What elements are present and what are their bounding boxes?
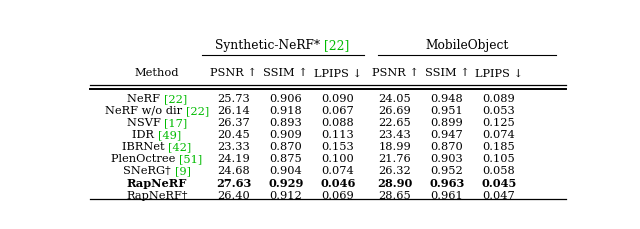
Text: 0.952: 0.952 <box>431 166 463 176</box>
Text: 23.43: 23.43 <box>379 130 412 140</box>
Text: 27.63: 27.63 <box>216 178 252 189</box>
Text: 0.105: 0.105 <box>483 154 515 164</box>
Text: SSIM ↑: SSIM ↑ <box>425 68 469 78</box>
Text: NSVF: NSVF <box>127 118 164 128</box>
Text: 0.053: 0.053 <box>483 106 515 116</box>
Text: 0.918: 0.918 <box>269 106 302 116</box>
Text: 23.33: 23.33 <box>218 142 250 152</box>
Text: 0.067: 0.067 <box>321 106 355 116</box>
Text: IBRNet: IBRNet <box>122 142 168 152</box>
Text: [22]: [22] <box>324 39 349 52</box>
Text: Method: Method <box>134 68 179 78</box>
Text: 0.929: 0.929 <box>268 178 303 189</box>
Text: Synthetic-NeRF*: Synthetic-NeRF* <box>216 39 324 52</box>
Text: MobileObject: MobileObject <box>425 39 509 52</box>
Text: PSNR ↑: PSNR ↑ <box>211 68 257 78</box>
Text: 0.090: 0.090 <box>321 94 355 104</box>
Text: 26.37: 26.37 <box>218 118 250 128</box>
Text: 20.45: 20.45 <box>218 130 250 140</box>
Text: 0.100: 0.100 <box>321 154 355 164</box>
Text: LPIPS ↓: LPIPS ↓ <box>475 68 523 78</box>
Text: [17]: [17] <box>164 118 188 128</box>
Text: LPIPS ↓: LPIPS ↓ <box>314 68 362 78</box>
Text: RapNeRF: RapNeRF <box>127 178 187 189</box>
Text: PSNR ↑: PSNR ↑ <box>372 68 419 78</box>
Text: 0.909: 0.909 <box>269 130 302 140</box>
Text: [22]: [22] <box>164 94 187 104</box>
Text: 0.113: 0.113 <box>321 130 355 140</box>
Text: [9]: [9] <box>175 166 191 176</box>
Text: 0.904: 0.904 <box>269 166 302 176</box>
Text: 18.99: 18.99 <box>379 142 412 152</box>
Text: 0.185: 0.185 <box>483 142 515 152</box>
Text: 24.68: 24.68 <box>218 166 250 176</box>
Text: 28.65: 28.65 <box>379 191 412 201</box>
Text: 21.76: 21.76 <box>379 154 412 164</box>
Text: PlenOctree: PlenOctree <box>111 154 179 164</box>
Text: IDR: IDR <box>132 130 158 140</box>
Text: 0.912: 0.912 <box>269 191 302 201</box>
Text: 0.125: 0.125 <box>483 118 515 128</box>
Text: 0.046: 0.046 <box>320 178 356 189</box>
Text: [42]: [42] <box>168 142 191 152</box>
Text: 28.90: 28.90 <box>377 178 413 189</box>
Text: 24.05: 24.05 <box>379 94 412 104</box>
Text: 0.899: 0.899 <box>431 118 463 128</box>
Text: 0.963: 0.963 <box>429 178 465 189</box>
Text: 26.14: 26.14 <box>218 106 250 116</box>
Text: 0.074: 0.074 <box>483 130 515 140</box>
Text: 0.088: 0.088 <box>321 118 355 128</box>
Text: 0.948: 0.948 <box>431 94 463 104</box>
Text: 0.903: 0.903 <box>431 154 463 164</box>
Text: 26.40: 26.40 <box>218 191 250 201</box>
Text: 22.65: 22.65 <box>379 118 412 128</box>
Text: 0.870: 0.870 <box>431 142 463 152</box>
Text: 25.73: 25.73 <box>218 94 250 104</box>
Text: SNeRG†: SNeRG† <box>123 166 175 176</box>
Text: 0.875: 0.875 <box>269 154 302 164</box>
Text: RapNeRF†: RapNeRF† <box>126 191 188 201</box>
Text: NeRF w/o dir: NeRF w/o dir <box>105 106 186 116</box>
Text: 0.893: 0.893 <box>269 118 302 128</box>
Text: 0.951: 0.951 <box>431 106 463 116</box>
Text: [49]: [49] <box>158 130 181 140</box>
Text: [22]: [22] <box>186 106 209 116</box>
Text: 0.045: 0.045 <box>481 178 516 189</box>
Text: 0.047: 0.047 <box>483 191 515 201</box>
Text: 26.69: 26.69 <box>379 106 412 116</box>
Text: 0.058: 0.058 <box>483 166 515 176</box>
Text: 0.870: 0.870 <box>269 142 302 152</box>
Text: 0.906: 0.906 <box>269 94 302 104</box>
Text: 0.069: 0.069 <box>321 191 355 201</box>
Text: 24.19: 24.19 <box>218 154 250 164</box>
Text: NeRF: NeRF <box>127 94 164 104</box>
Text: 0.153: 0.153 <box>321 142 355 152</box>
Text: SSIM ↑: SSIM ↑ <box>264 68 308 78</box>
Text: 0.089: 0.089 <box>483 94 515 104</box>
Text: 0.947: 0.947 <box>431 130 463 140</box>
Text: [51]: [51] <box>179 154 202 164</box>
Text: 0.961: 0.961 <box>431 191 463 201</box>
Text: 0.074: 0.074 <box>321 166 355 176</box>
Text: 26.32: 26.32 <box>379 166 412 176</box>
